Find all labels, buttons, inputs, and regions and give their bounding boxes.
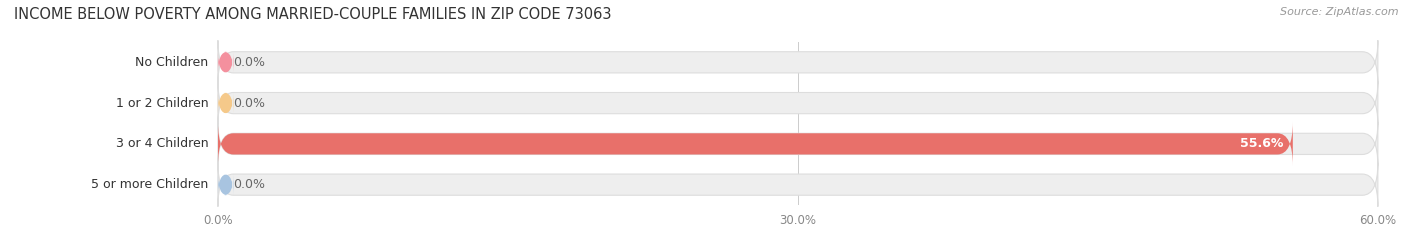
Text: 0.0%: 0.0% xyxy=(233,178,266,191)
FancyBboxPatch shape xyxy=(218,93,233,114)
FancyBboxPatch shape xyxy=(218,163,1378,207)
Text: No Children: No Children xyxy=(135,56,208,69)
Text: 1 or 2 Children: 1 or 2 Children xyxy=(115,97,208,110)
Text: 0.0%: 0.0% xyxy=(233,97,266,110)
Text: Source: ZipAtlas.com: Source: ZipAtlas.com xyxy=(1281,7,1399,17)
FancyBboxPatch shape xyxy=(218,40,1378,84)
Text: INCOME BELOW POVERTY AMONG MARRIED-COUPLE FAMILIES IN ZIP CODE 73063: INCOME BELOW POVERTY AMONG MARRIED-COUPL… xyxy=(14,7,612,22)
Text: 0.0%: 0.0% xyxy=(233,56,266,69)
FancyBboxPatch shape xyxy=(218,122,1292,166)
Text: 5 or more Children: 5 or more Children xyxy=(91,178,208,191)
Text: 3 or 4 Children: 3 or 4 Children xyxy=(115,137,208,150)
Text: 55.6%: 55.6% xyxy=(1240,137,1284,150)
FancyBboxPatch shape xyxy=(218,52,233,73)
FancyBboxPatch shape xyxy=(218,174,233,195)
FancyBboxPatch shape xyxy=(218,81,1378,125)
FancyBboxPatch shape xyxy=(218,122,1378,166)
